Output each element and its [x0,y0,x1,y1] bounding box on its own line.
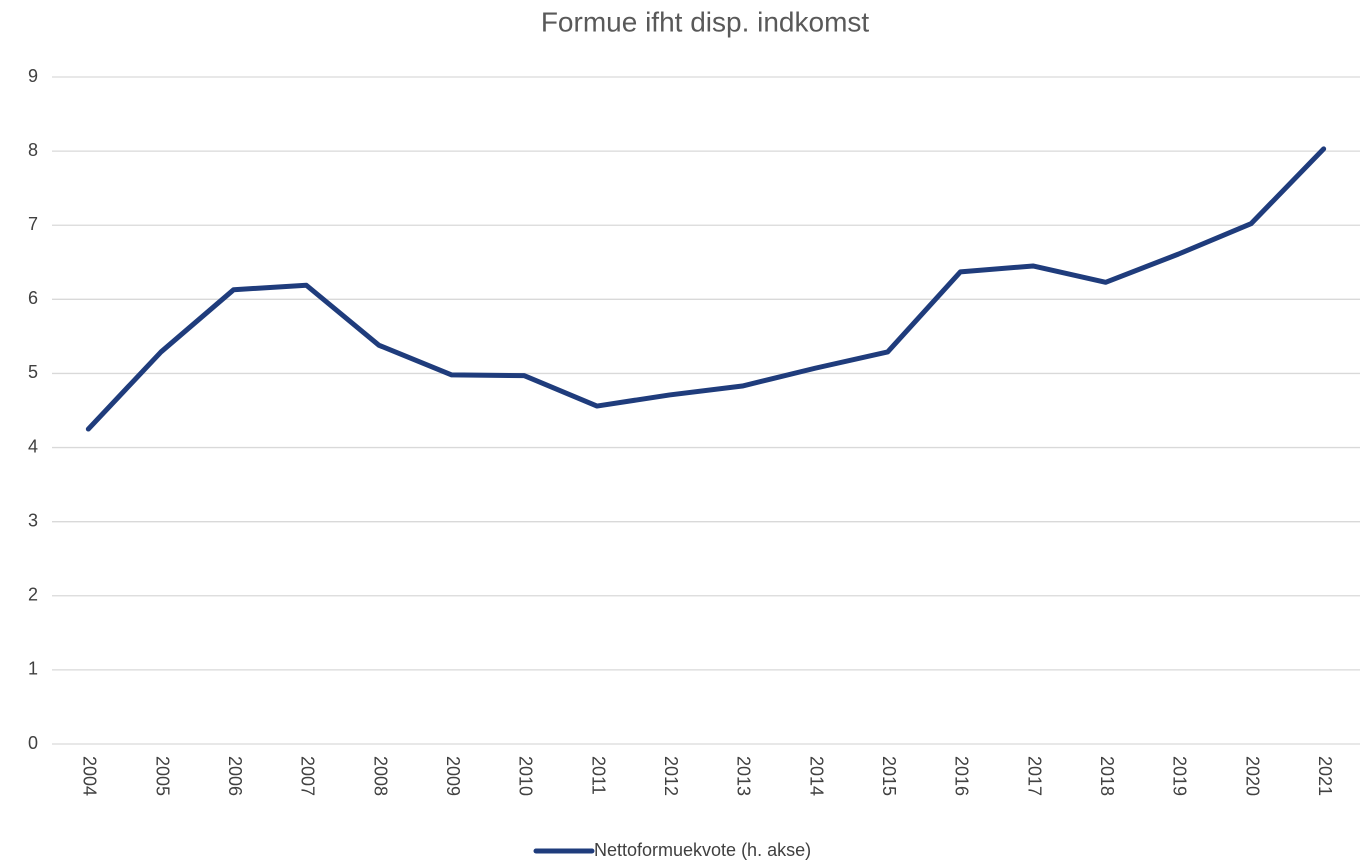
x-tick-label: 2005 [152,756,172,796]
y-tick-label: 2 [28,585,38,605]
x-tick-label: 2014 [806,756,826,796]
x-tick-label: 2013 [734,756,754,796]
y-tick-label: 4 [28,436,38,456]
y-tick-label: 0 [28,733,38,753]
x-tick-label: 2009 [443,756,463,796]
x-tick-label: 2010 [516,756,536,796]
y-tick-label: 8 [28,140,38,160]
x-tick-label: 2019 [1170,756,1190,796]
x-tick-label: 2004 [80,756,100,796]
x-tick-label: 2011 [588,756,608,795]
x-tick-label: 2007 [298,756,318,796]
y-tick-label: 3 [28,510,38,530]
x-tick-label: 2015 [879,756,899,796]
y-tick-label: 5 [28,362,38,382]
x-tick-label: 2016 [952,756,972,796]
x-tick-label: 2020 [1242,756,1262,796]
chart-title: Formue ifht disp. indkomst [541,6,870,37]
legend-label: Nettoformuekvote (h. akse) [594,840,811,860]
y-tick-label: 7 [28,214,38,234]
x-tick-label: 2018 [1097,756,1117,796]
x-tick-label: 2021 [1315,756,1335,796]
y-tick-label: 1 [28,659,38,679]
x-tick-label: 2017 [1024,756,1044,796]
x-tick-label: 2006 [225,756,245,796]
x-tick-label: 2012 [661,756,681,796]
y-tick-label: 6 [28,288,38,308]
x-tick-label: 2008 [370,756,390,796]
line [85,146,1327,432]
y-tick-label: 9 [28,66,38,86]
